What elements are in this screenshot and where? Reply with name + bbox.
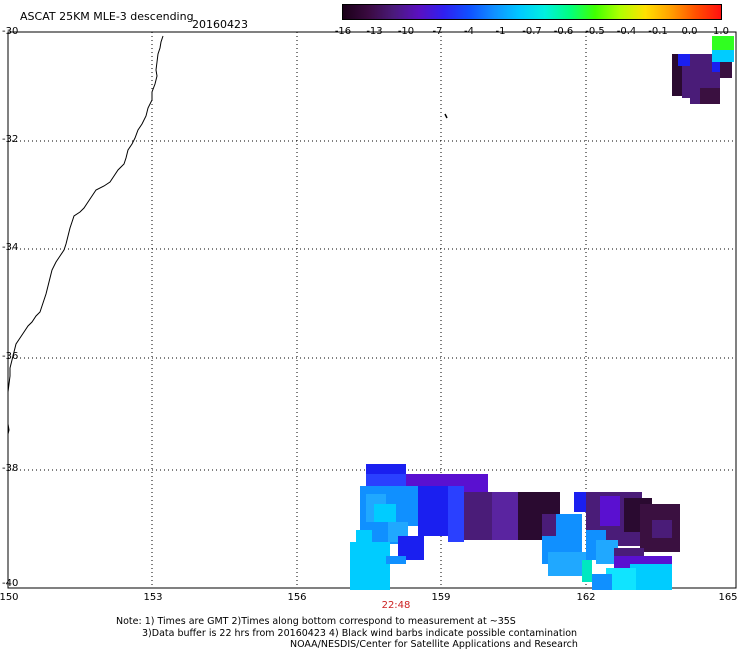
swath-cell [418,486,448,536]
note-line-1: Note: 1) Times are GMT 2)Times along bot… [116,616,516,627]
swath-cell [386,556,406,564]
island [444,113,448,119]
colorbar [342,4,722,20]
swath-cell [700,88,720,104]
lat-label-30: -30 [2,26,19,37]
lat-label-36: -36 [2,351,19,362]
lat-label-34: -34 [2,242,19,253]
swath-cell [574,492,588,512]
swath-cell [374,504,396,524]
swath-cell [712,50,734,62]
swath-cell [582,560,592,582]
swath-cell [492,492,520,540]
swath-cell [630,564,672,590]
pass-time-label: 22:48 [381,600,411,611]
swath-cell [596,540,618,564]
swath-cell [448,486,464,542]
swath-cell [652,520,672,538]
lat-label-32: -32 [2,134,19,145]
wind-swath-cells [350,36,734,590]
swath-cell [350,542,390,590]
lon-label-153: 153 [143,592,163,603]
swath-cell [720,62,732,78]
swath-cell [600,496,620,526]
coastline [7,35,164,398]
lon-label-165: 165 [718,592,738,603]
swath-cell [548,552,588,576]
lon-label-159: 159 [431,592,451,603]
swath-cell [542,514,556,536]
note-line-2: 3)Data buffer is 22 hrs from 20160423 4)… [142,628,578,639]
note-line-3: NOAA/NESDIS/Center for Satellite Applica… [290,639,578,650]
coastline-fragment [7,423,10,435]
lon-label-162: 162 [576,592,596,603]
map-title: ASCAT 25KM MLE-3 descending [20,10,194,23]
swath-cell [592,574,612,590]
swath-cell [606,568,636,590]
lon-label-156: 156 [287,592,307,603]
map-date: 20160423 [192,18,248,31]
lat-label-38: -38 [2,463,19,474]
lon-label-150: 150 [0,592,19,603]
lat-label-40: -40 [2,578,19,589]
swath-cell [678,54,690,66]
